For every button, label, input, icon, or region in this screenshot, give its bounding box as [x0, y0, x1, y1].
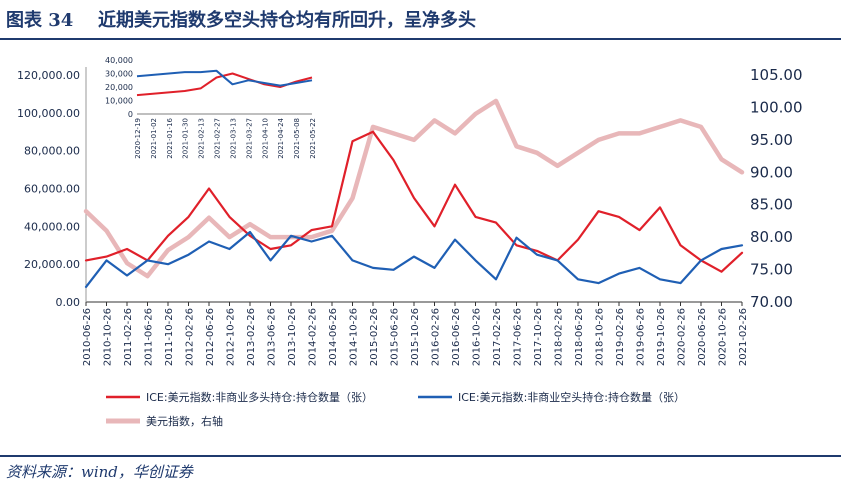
x-tick-label: 2013-06-26 — [267, 308, 278, 366]
inset-x-tick-label: 2021-01-02 — [150, 118, 158, 159]
x-tick-label: 2015-10-26 — [410, 308, 421, 366]
inset-short-line — [136, 69, 313, 87]
x-tick-label: 2019-06-26 — [636, 308, 647, 366]
x-tick-label: 2010-10-26 — [103, 308, 114, 366]
y-right-tick-label: 75.00 — [750, 261, 793, 279]
x-tick-label: 2017-02-26 — [492, 308, 503, 366]
title-divider — [0, 38, 841, 40]
inset-y-tick-label: 10,000 — [105, 97, 133, 106]
x-tick-label: 2014-02-26 — [308, 308, 319, 366]
x-tick-label: 2019-02-26 — [615, 308, 626, 366]
x-tick-label: 2014-10-26 — [349, 308, 360, 366]
main-plot: 0.00 20,000.00 40,000.00 60,000.00 80,000.00… — [17, 66, 802, 366]
y-right-tick-label: 80.00 — [750, 228, 793, 246]
x-tick-label: 2015-02-26 — [369, 308, 380, 366]
x-tick-label: 2021-02-26 — [738, 308, 749, 366]
inset-x-tick-label: 2021-01-30 — [182, 118, 190, 159]
y-right-tick-label: 90.00 — [750, 163, 793, 181]
x-tick-label: 2011-10-26 — [164, 308, 175, 366]
inset-plot: 0 10,000 20,000 30,000 40,000 2020-12-19 2021-… — [99, 54, 320, 166]
x-tick-label: 2015-06-26 — [390, 308, 401, 366]
inset-x-tick-label: 2021-01-16 — [166, 117, 174, 158]
inset-background — [99, 54, 320, 166]
y-left-tick-label: 100,000.00 — [17, 107, 80, 120]
y-right-tick-label: 70.00 — [750, 293, 793, 311]
inset-x-tick-label: 2021-05-08 — [293, 118, 301, 159]
footer-divider — [0, 455, 841, 457]
y-right-tick-label: 85.00 — [750, 196, 793, 214]
x-tick-label: 2016-02-26 — [431, 308, 442, 366]
x-tick-label: 2016-10-26 — [472, 308, 483, 366]
figure-title: 近期美元指数多空头持仓均有所回升，呈净多头 — [98, 10, 476, 31]
y-right-tick-label: 95.00 — [750, 131, 793, 149]
legend-long-label: ICE:美元指数:非商业多头持仓:持仓数量（张） — [146, 390, 373, 404]
x-tick-label: 2014-06-26 — [328, 308, 339, 366]
figure-label: 图表 34 — [6, 10, 74, 31]
legend-short-label: ICE:美元指数:非商业空头持仓:持仓数量（张） — [458, 390, 685, 404]
chart: 0.00 20,000.00 40,000.00 60,000.00 80,000.00… — [17, 54, 803, 428]
x-tick-label: 2012-06-26 — [205, 308, 216, 366]
x-tick-label: 2018-10-26 — [595, 308, 606, 366]
legend-dollar-index-label: 美元指数，右轴 — [146, 414, 223, 428]
y-left-tick-label: 120,000.00 — [17, 69, 80, 82]
y-right-tick-label: 105.00 — [750, 66, 803, 84]
dollar-index-line — [83, 98, 745, 279]
inset-x-tick-label: 2021-02-13 — [198, 118, 206, 159]
x-tick-label: 2020-06-26 — [697, 308, 708, 366]
inset-y-tick-label: 20,000 — [105, 83, 133, 92]
x-tick-label: 2017-06-26 — [513, 308, 524, 366]
inset-x-tick-label: 2020-12-19 — [134, 118, 142, 159]
y-left-tick-label: 0.00 — [56, 296, 81, 309]
legend: ICE:美元指数:非商业多头持仓:持仓数量（张） ICE:美元指数:非商业空头持仓… — [106, 390, 685, 428]
x-tick-label: 2019-10-26 — [656, 308, 667, 366]
inset-y-tick-label: 30,000 — [105, 70, 133, 79]
x-tick-label: 2018-06-26 — [574, 308, 585, 366]
x-tick-label: 2012-10-26 — [226, 308, 237, 366]
x-tick-label: 2013-02-26 — [246, 308, 257, 366]
y-left-tick-label: 40,000.00 — [24, 220, 80, 233]
inset-x-tick-label: 2021-03-27 — [245, 118, 253, 159]
inset-x-tick-label: 2021-04-10 — [261, 118, 269, 159]
x-tick-label: 2020-10-26 — [718, 308, 729, 366]
source-note: 资料来源：wind，华创证券 — [6, 463, 193, 481]
y-right-tick-label: 100.00 — [750, 98, 803, 116]
x-tick-label: 2018-02-26 — [554, 308, 565, 366]
y-left-tick-label: 80,000.00 — [24, 145, 80, 158]
x-tick-label: 2011-06-26 — [144, 308, 155, 366]
inset-y-tick-label: 40,000 — [105, 56, 133, 65]
inset-x-tick-label: 2021-03-13 — [229, 118, 237, 159]
inset-x-tick-label: 2021-02-27 — [214, 118, 222, 159]
x-tick-label: 2010-06-26 — [82, 308, 93, 366]
y-left-tick-label: 20,000.00 — [24, 258, 80, 271]
x-tick-label: 2013-10-26 — [287, 308, 298, 366]
x-tick-label: 2011-02-26 — [123, 308, 134, 366]
short-positions-line — [84, 230, 744, 288]
inset-x-tick-label: 2021-05-22 — [309, 118, 317, 159]
x-tick-label: 2017-10-26 — [533, 308, 544, 366]
x-tick-label: 2020-02-26 — [677, 308, 688, 366]
title-bar: 图表 34 近期美元指数多空头持仓均有所回升，呈净多头 — [0, 0, 841, 40]
y-left-tick-label: 60,000.00 — [24, 183, 80, 196]
inset-y-tick-label: 0 — [128, 110, 133, 119]
x-tick-label: 2012-02-26 — [185, 308, 196, 366]
long-positions-line — [84, 130, 744, 273]
x-tick-label: 2016-06-26 — [451, 308, 462, 366]
inset-x-tick-label: 2021-04-24 — [277, 117, 285, 158]
